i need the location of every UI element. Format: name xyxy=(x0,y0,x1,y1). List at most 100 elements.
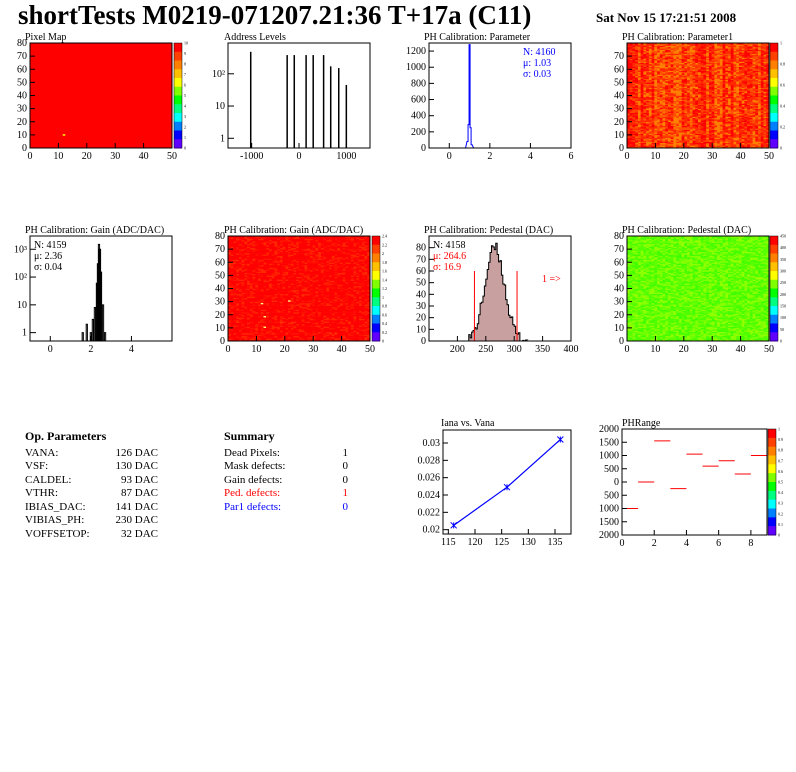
heatmap-cell xyxy=(725,134,729,137)
heatmap-cell xyxy=(247,334,251,337)
heatmap-cell xyxy=(676,100,680,103)
heatmap-cell xyxy=(228,293,232,296)
heatmap-cell xyxy=(749,125,753,128)
heatmap-cell xyxy=(760,141,764,144)
heatmap-cell xyxy=(236,270,240,272)
heatmap-cell xyxy=(733,70,737,73)
heatmap-cell xyxy=(676,124,680,126)
heatmap-cell xyxy=(228,314,232,317)
heatmap-cell xyxy=(708,132,712,134)
heatmap-cell xyxy=(736,48,740,50)
heatmap-cell xyxy=(238,323,242,326)
heatmap-cell xyxy=(637,81,641,83)
heatmap-cell xyxy=(736,71,740,74)
heatmap-cell xyxy=(692,128,696,130)
heatmap-cell xyxy=(692,46,696,49)
heatmap-cell xyxy=(711,95,715,98)
heatmap-cell xyxy=(700,130,704,133)
heatmap-cell xyxy=(760,104,764,107)
heatmap-cell xyxy=(717,67,721,70)
heatmap-cell xyxy=(646,50,650,53)
heatmap-cell xyxy=(689,107,693,109)
heatmap-cell xyxy=(640,99,644,102)
heatmap-cell xyxy=(629,65,633,67)
heatmap-cell xyxy=(648,104,652,107)
heatmap-cell xyxy=(629,133,633,136)
heatmap-cell xyxy=(228,250,232,253)
heatmap-cell xyxy=(722,102,726,104)
heatmap-cell xyxy=(687,94,691,96)
heatmap-cell xyxy=(752,53,756,56)
heatmap-cell xyxy=(659,123,663,125)
heatmap-cell xyxy=(651,109,655,112)
heatmap-cell xyxy=(736,146,740,149)
heatmap-cell xyxy=(766,70,770,73)
heatmap-cell xyxy=(725,50,729,53)
heatmap-cell xyxy=(741,98,745,100)
heatmap-cell xyxy=(733,94,737,96)
heatmap-cell xyxy=(247,326,251,329)
heatmap-cell xyxy=(698,146,702,149)
heatmap-cell xyxy=(708,137,712,140)
palette-cell xyxy=(174,139,182,149)
heatmap-cell xyxy=(741,44,745,46)
heatmap-cell xyxy=(629,64,633,66)
heatmap-cell xyxy=(755,138,759,141)
plot-frame xyxy=(428,42,572,149)
heatmap-cell xyxy=(687,66,691,69)
heatmap-cell xyxy=(700,83,704,86)
heatmap-cell xyxy=(651,56,655,58)
heatmap-cell xyxy=(692,49,696,52)
heatmap-cell xyxy=(228,295,232,297)
heatmap-cell xyxy=(238,237,242,239)
heatmap-cell xyxy=(238,305,242,308)
heatmap-cell xyxy=(244,250,248,253)
heatmap-cell xyxy=(706,95,710,98)
heatmap-cell xyxy=(708,125,712,128)
heatmap-cell xyxy=(648,77,652,79)
heatmap-cell xyxy=(238,299,242,301)
heatmap-cell xyxy=(676,52,680,54)
heatmap-cell xyxy=(659,88,663,91)
heatmap-cell xyxy=(730,61,734,63)
heatmap-cell xyxy=(657,48,661,50)
heatmap-cell xyxy=(648,71,652,74)
heatmap-cell xyxy=(738,130,742,133)
heatmap-cell xyxy=(657,145,661,147)
heatmap-cell xyxy=(228,238,232,241)
heatmap-cell xyxy=(733,75,737,78)
heatmap-cell xyxy=(714,106,718,108)
heatmap-cell xyxy=(238,267,242,270)
heatmap-cell xyxy=(738,83,742,86)
heatmap-cell xyxy=(657,67,661,70)
heatmap-cell xyxy=(692,121,696,124)
heatmap-cell xyxy=(752,71,756,74)
heatmap-cell xyxy=(730,90,734,92)
x-tick-label: 10 xyxy=(650,151,660,162)
heatmap-cell xyxy=(635,121,639,124)
heatmap-cell xyxy=(733,112,737,115)
heatmap-cell xyxy=(681,46,685,49)
heatmap-cell xyxy=(640,145,644,147)
heatmap-cell xyxy=(627,77,631,79)
heatmap-cell xyxy=(233,255,237,258)
heatmap-cell xyxy=(698,132,702,134)
heatmap-cell xyxy=(648,69,652,71)
heatmap-cell xyxy=(637,92,641,95)
heatmap-cell xyxy=(654,96,658,99)
heatmap-cell xyxy=(233,300,237,302)
heatmap-cell xyxy=(228,267,232,270)
heatmap-cell xyxy=(741,91,745,94)
heatmap-cell xyxy=(755,111,759,113)
heatmap-cell xyxy=(233,281,237,284)
heatmap-cell xyxy=(728,44,732,46)
heatmap-cell xyxy=(766,61,770,63)
heatmap-cell xyxy=(635,141,639,144)
heatmap-cell xyxy=(640,108,644,111)
heatmap-cell xyxy=(698,111,702,113)
heatmap-cell xyxy=(670,81,674,83)
heatmap-cell xyxy=(678,88,682,91)
heatmap-cell xyxy=(247,287,251,289)
heatmap-cell xyxy=(733,120,737,123)
heatmap-cell xyxy=(717,133,721,136)
